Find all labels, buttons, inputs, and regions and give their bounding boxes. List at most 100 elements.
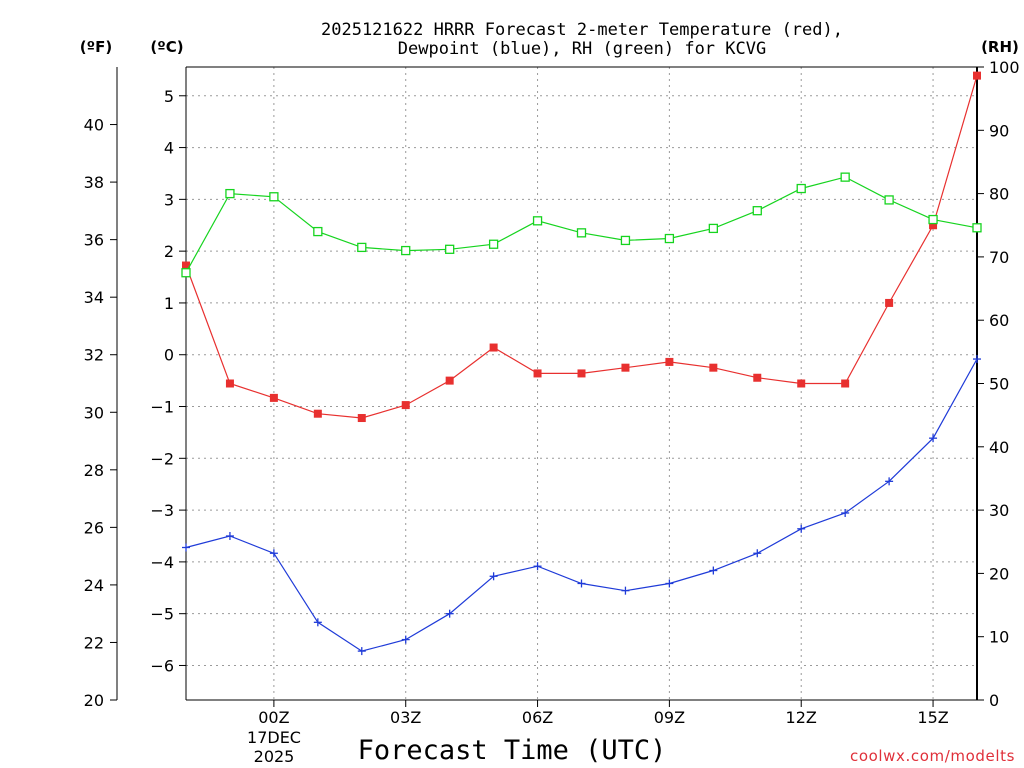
2-meter-temperature-line [185,75,978,419]
2-meter-temperature-point [401,401,410,410]
rh-tick-label: 10 [989,628,1009,647]
fahrenheit-axis-label: (ºF) [80,38,112,56]
rh-axis-label: (RH) [981,38,1019,56]
fahrenheit-tick-label: 20 [84,691,104,710]
2-meter-temperature-point [313,409,322,418]
dewpoint-line [185,358,978,652]
x-axis-label: Forecast Time (UTC) [358,735,667,766]
series-layer [181,71,982,656]
chart-title-line2: Dewpoint (blue), RH (green) for KCVG [398,39,766,59]
2-meter-temperature-point [665,357,674,366]
celsius-tick-label: 2 [164,242,174,261]
celsius-tick-label: −2 [150,449,174,468]
dewpoint-point [621,586,630,595]
celsius-tick-label: −4 [150,553,174,572]
rh-point [620,235,631,246]
rh-point [357,242,367,253]
rh-tick-label: 90 [989,121,1009,140]
2-meter-temperature-point [841,379,850,388]
fahrenheit-tick-label: 38 [84,173,104,192]
rh-point [313,226,323,237]
dewpoint-point [489,572,498,581]
rh-tick-label: 60 [989,311,1009,330]
rh-point [269,192,279,202]
2-meter-temperature-point [621,363,630,372]
dewpoint-point [269,549,278,558]
celsius-tick-label: −5 [150,605,174,624]
fahrenheit-tick-label: 32 [84,346,104,365]
dewpoint-point [665,579,674,588]
2-meter-temperature-point [753,373,762,382]
chart-title-line1: 2025121622 HRRR Forecast 2-meter Tempera… [321,20,843,40]
rh-point [752,206,762,216]
x-tick-label: 09Z [654,708,685,727]
2-meter-temperature-point [709,363,718,372]
x-tick-label: 12Z [786,708,817,727]
2-meter-temperature-point [225,379,234,388]
rh-point [972,223,982,233]
2-meter-temperature-point [182,261,190,270]
x-tick-label: 03Z [390,708,421,727]
rh-point [401,245,411,256]
rh-point [664,233,675,244]
dewpoint-point [841,508,850,517]
2-meter-temperature-point [973,71,981,80]
fahrenheit-tick-label: 24 [84,576,104,595]
rh-point [225,188,235,199]
dewpoint-point [225,531,234,540]
rh-point [884,195,894,205]
dewpoint-point [753,549,762,558]
rh-tick-label: 100 [989,58,1020,77]
rh-tick-label: 0 [989,691,999,710]
celsius-tick-label: 4 [164,139,174,158]
2-meter-temperature-point [489,343,498,352]
rh-point [708,223,718,234]
dewpoint-point [797,524,806,533]
date-label-day: 17DEC [247,728,301,747]
2-meter-temperature-point [885,298,894,307]
fahrenheit-tick-label: 40 [84,116,104,135]
dewpoint-point [709,566,718,575]
rh-point [796,183,806,194]
celsius-tick-label: −1 [150,398,174,417]
rh-point [576,228,587,238]
celsius-tick-label: 0 [164,346,174,365]
2-meter-temperature-point [445,376,454,385]
celsius-tick-label: −6 [150,656,174,675]
rh-tick-label: 40 [989,438,1009,457]
celsius-tick-label: 3 [164,190,174,209]
fahrenheit-tick-label: 22 [84,633,104,652]
axes: 2022242628303234363840543210−1−2−3−4−5−6… [84,58,1020,727]
dewpoint-point [885,477,894,486]
dewpoint-point [357,647,366,656]
credit-label: coolwx.com/modelts [850,747,1015,765]
rh-point [181,268,191,278]
rh-line [185,176,978,273]
rh-point [445,244,455,254]
2-meter-temperature-point [929,221,938,230]
rh-tick-label: 70 [989,248,1009,267]
dewpoint-point [533,562,542,571]
dewpoint-point [577,579,586,588]
celsius-tick-label: 1 [164,294,174,313]
celsius-tick-label: 5 [164,87,174,106]
rh-point [840,172,850,182]
fahrenheit-tick-label: 36 [84,231,104,250]
rh-tick-label: 30 [989,501,1009,520]
2-meter-temperature-point [577,369,586,378]
rh-tick-label: 20 [989,564,1009,583]
2-meter-temperature-point [357,414,366,423]
grid-lines [186,67,977,700]
date-label-year: 2025 [254,747,295,766]
x-tick-label: 06Z [522,708,553,727]
dewpoint-point [973,355,981,364]
fahrenheit-tick-label: 30 [84,403,104,422]
rh-tick-label: 50 [989,375,1009,394]
dewpoint-point [929,434,938,443]
rh-point [488,239,499,249]
dewpoint-point [313,618,322,627]
fahrenheit-tick-label: 26 [84,518,104,537]
x-tick-label: 00Z [258,708,289,727]
2-meter-temperature-point [797,379,806,388]
